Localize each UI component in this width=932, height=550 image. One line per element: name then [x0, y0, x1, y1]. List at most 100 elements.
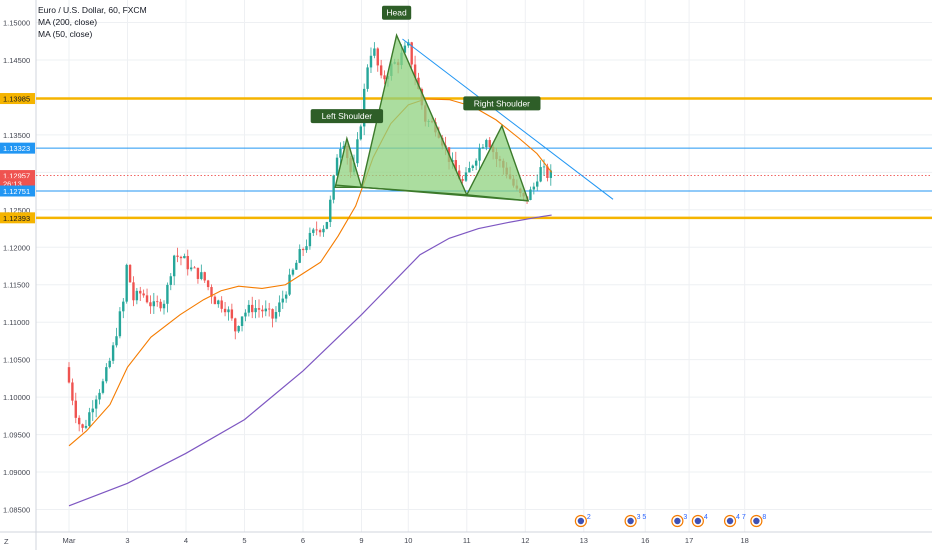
candle-body — [223, 308, 227, 313]
candle-body — [485, 140, 488, 148]
annotation-label[interactable]: Right Shoulder — [463, 96, 541, 111]
candle-body — [217, 300, 220, 305]
candle-body — [403, 45, 407, 53]
candle-body — [376, 48, 379, 66]
candle-body — [295, 262, 298, 270]
candle-body — [251, 304, 254, 313]
event-count: 8 — [762, 514, 766, 521]
candle-body — [464, 172, 468, 181]
ma200-legend[interactable]: MA (200, close) — [38, 17, 98, 27]
candle-body — [468, 168, 471, 173]
price-tag-bg — [0, 142, 35, 154]
candle-body — [373, 48, 376, 56]
trend-line[interactable] — [402, 38, 614, 200]
candle-body — [274, 312, 278, 319]
symbol-title[interactable]: Euro / U.S. Dollar, 60, FXCM — [38, 5, 147, 15]
economic-event-icon[interactable]: 2 — [574, 514, 591, 528]
pattern-left-shoulder[interactable] — [334, 135, 363, 189]
candle-body — [369, 55, 373, 68]
candle-body — [213, 296, 217, 305]
candle-body — [230, 309, 234, 319]
price-tag[interactable]: 26:13 — [0, 178, 35, 190]
time-tick-label: 18 — [741, 536, 749, 545]
economic-event-icon[interactable]: 8 — [750, 514, 767, 528]
price-tag-text: 1.12751 — [3, 187, 30, 196]
neckline[interactable] — [335, 184, 529, 202]
event-count: 4 7 — [736, 514, 746, 521]
annotation-text: Left Shoulder — [322, 111, 373, 121]
price-tag-text: 1.12957 — [3, 172, 30, 181]
candle-body — [461, 179, 464, 181]
candle-body — [264, 308, 267, 312]
candle-body — [162, 303, 166, 309]
candle-body — [234, 318, 237, 332]
candle-body — [413, 64, 417, 78]
price-tag[interactable]: 1.12751 — [0, 185, 35, 197]
time-tick-label: 3 — [125, 536, 129, 545]
price-tag-text: 1.13323 — [3, 144, 30, 153]
price-tag-text: 26:13 — [3, 180, 22, 189]
candle-body — [322, 228, 325, 233]
candle-body — [278, 302, 281, 313]
price-tag[interactable]: 1.12393 — [0, 212, 35, 224]
candle-body — [166, 284, 169, 304]
candle-body — [193, 267, 196, 269]
plot-area[interactable] — [36, 0, 932, 532]
price-tag[interactable]: 1.13985 — [0, 93, 35, 105]
candle-body — [240, 316, 244, 326]
economic-event-icon[interactable]: 3 5 — [624, 514, 646, 528]
candle-body — [152, 301, 156, 307]
annotation-label[interactable]: Left Shoulder — [310, 109, 384, 124]
candle-body — [478, 148, 481, 161]
candle-body — [71, 382, 74, 401]
annotation-bg — [310, 109, 384, 124]
price-tick-label: 1.12500 — [3, 206, 30, 215]
time-tick-label: 11 — [463, 536, 471, 545]
annotation-bg — [382, 5, 412, 20]
candle-body — [247, 304, 251, 313]
candle-body — [410, 42, 413, 65]
candle-body — [108, 360, 111, 368]
candle-body — [281, 298, 284, 303]
candle-body — [142, 293, 145, 296]
candle-body — [145, 295, 149, 303]
price-tag[interactable]: 1.13323 — [0, 142, 35, 154]
price-tag-bg — [0, 170, 35, 182]
candle-body — [101, 381, 105, 393]
economic-event-icon[interactable]: 4 7 — [723, 514, 746, 528]
price-tag[interactable]: 1.12957 — [0, 170, 35, 182]
candle-body — [457, 170, 461, 180]
time-tick-label: 5 — [242, 536, 246, 545]
candle-body — [203, 272, 206, 281]
candle-body — [342, 145, 346, 149]
zoom-label[interactable]: Z — [4, 537, 9, 546]
candle-body — [298, 249, 301, 263]
price-tick-label: 1.09000 — [3, 468, 30, 477]
candle-body — [529, 189, 532, 200]
candle-body — [362, 88, 366, 127]
price-tick-label: 1.13500 — [3, 131, 30, 140]
candle-body — [261, 309, 264, 312]
candle-body — [454, 160, 458, 171]
ma200-line[interactable] — [68, 214, 552, 507]
candle-body — [159, 301, 162, 309]
candle-body — [546, 166, 549, 178]
event-count: 3 — [683, 514, 687, 521]
event-count: 2 — [587, 514, 591, 521]
candle-body — [488, 140, 491, 148]
flag-icon — [674, 517, 681, 525]
economic-event-icon[interactable]: 3 — [671, 514, 688, 528]
candle-body — [332, 175, 335, 200]
candle-body — [315, 229, 318, 231]
candle-body — [325, 222, 329, 229]
economic-event-icon[interactable]: 4 — [691, 514, 708, 528]
candle-body — [356, 139, 359, 164]
candle-body — [366, 67, 369, 89]
annotation-label[interactable]: Head — [382, 5, 412, 20]
candle-body — [318, 230, 322, 233]
ma50-legend[interactable]: MA (50, close) — [38, 29, 93, 39]
price-tag-bg — [0, 93, 35, 105]
flag-icon — [627, 517, 634, 525]
